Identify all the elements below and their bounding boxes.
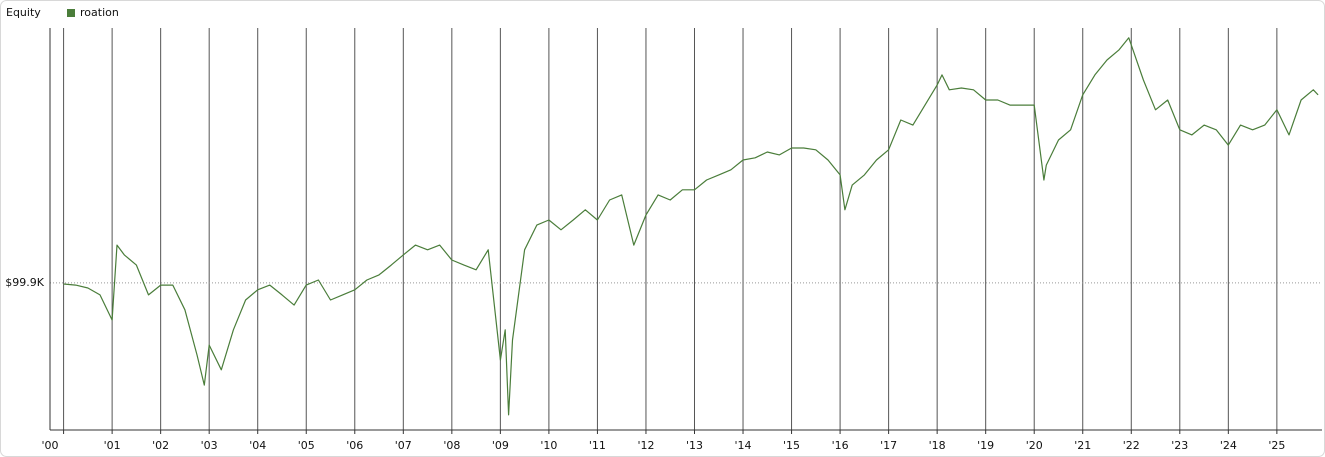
x-tick-label: '18 — [929, 439, 946, 452]
x-tick-label: '09 — [492, 439, 509, 452]
x-tick-label: '04 — [249, 439, 266, 452]
legend-swatch — [67, 9, 75, 17]
x-tick-label: '11 — [589, 439, 606, 452]
x-tick-label: '06 — [346, 439, 363, 452]
x-tick-label: '17 — [880, 439, 897, 452]
y-tick-label: $99.9K — [5, 276, 44, 289]
x-tick-label: '13 — [686, 439, 703, 452]
x-tick-label: '21 — [1074, 439, 1091, 452]
x-tick-label: '01 — [104, 439, 121, 452]
x-tick-label: '24 — [1220, 439, 1237, 452]
x-tick-label: '15 — [783, 439, 800, 452]
x-tick-label: '07 — [395, 439, 412, 452]
x-tick-label: '12 — [637, 439, 654, 452]
x-tick-label: '16 — [832, 439, 849, 452]
x-tick-label: '03 — [201, 439, 218, 452]
x-tick-label: '00 — [41, 439, 58, 452]
x-tick-label: '02 — [152, 439, 169, 452]
equity-line — [63, 37, 1319, 416]
x-tick-label: '22 — [1123, 439, 1140, 452]
x-tick-label: '10 — [540, 439, 557, 452]
x-tick-label: '20 — [1026, 439, 1043, 452]
x-tick-label: '19 — [977, 439, 994, 452]
legend-label: roation — [80, 6, 119, 19]
x-tick-label: '08 — [443, 439, 460, 452]
x-tick-label: '14 — [735, 439, 752, 452]
x-tick-label: '23 — [1171, 439, 1188, 452]
x-tick-label: '05 — [298, 439, 315, 452]
chart-title: Equity — [6, 6, 41, 19]
x-tick-label: '25 — [1268, 439, 1285, 452]
